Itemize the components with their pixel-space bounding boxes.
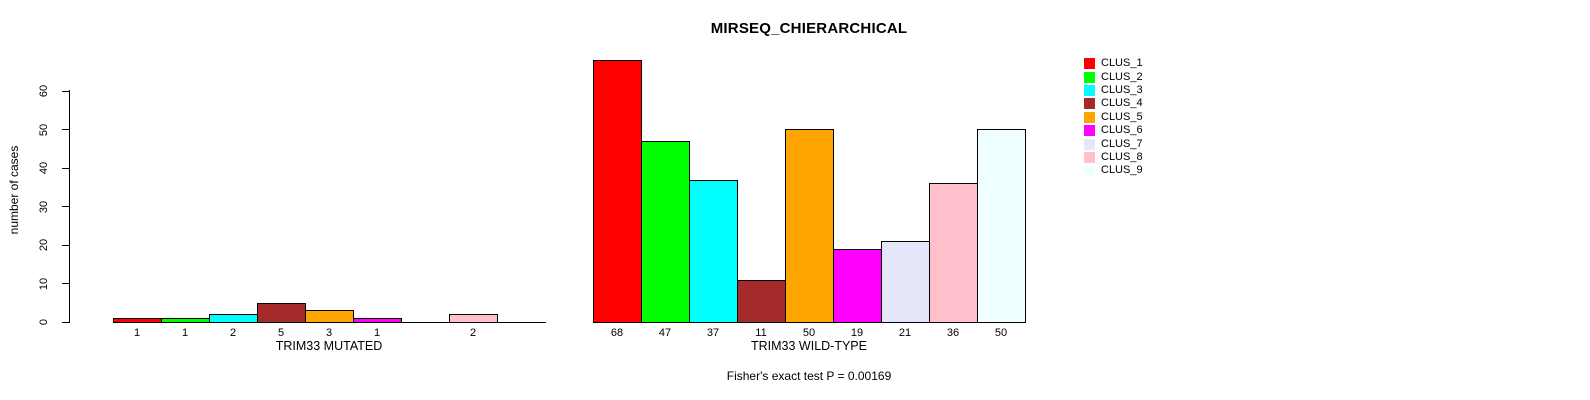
bar-clus_8 bbox=[449, 314, 498, 323]
legend-swatch-icon bbox=[1084, 111, 1095, 123]
legend-item-clus_7: CLUS_7 bbox=[1084, 137, 1143, 150]
legend-item-clus_4: CLUS_4 bbox=[1084, 97, 1143, 110]
legend-swatch-icon bbox=[1084, 58, 1095, 70]
bar-clus_6 bbox=[353, 318, 402, 323]
legend-swatch-icon bbox=[1084, 125, 1095, 137]
bar-clus_1 bbox=[593, 60, 642, 323]
legend-item-clus_3: CLUS_3 bbox=[1084, 84, 1143, 97]
bar-value-label: 37 bbox=[706, 327, 720, 339]
legend-label: CLUS_9 bbox=[1101, 164, 1143, 177]
legend-swatch-icon bbox=[1084, 151, 1095, 163]
bar-clus_7 bbox=[881, 241, 930, 323]
x-axis-title-wildtype: TRIM33 WILD-TYPE bbox=[751, 339, 867, 353]
legend-label: CLUS_7 bbox=[1101, 137, 1143, 150]
y-tick-label: 60 bbox=[38, 84, 50, 98]
bar-value-label: 3 bbox=[325, 327, 333, 339]
bar-value-label: 2 bbox=[469, 327, 477, 339]
bar-value-label: 21 bbox=[898, 327, 912, 339]
bar-value-label: 1 bbox=[181, 327, 189, 339]
x-axis-title-mutated: TRIM33 MUTATED bbox=[275, 339, 383, 353]
bar-value-label: 5 bbox=[277, 327, 285, 339]
bar-clus_4 bbox=[737, 280, 786, 323]
legend-label: CLUS_1 bbox=[1101, 57, 1143, 70]
bar-value-label: 50 bbox=[802, 327, 816, 339]
chart-title: MIRSEQ_CHIERARCHICAL bbox=[710, 20, 908, 37]
legend-swatch-icon bbox=[1084, 165, 1095, 177]
bar-value-label: 68 bbox=[610, 327, 624, 339]
legend-item-clus_1: CLUS_1 bbox=[1084, 57, 1143, 70]
y-tick-mark bbox=[62, 167, 69, 169]
bar-value-label: 50 bbox=[994, 327, 1008, 339]
legend-label: CLUS_4 bbox=[1101, 97, 1143, 110]
bar-value-label: 1 bbox=[133, 327, 141, 339]
bar-value-label: 11 bbox=[755, 327, 767, 339]
legend: CLUS_1 CLUS_2 CLUS_3 CLUS_4 CLUS_5 CLUS_6 CLUS… bbox=[1084, 57, 1143, 178]
bar-clus_3 bbox=[689, 180, 738, 323]
bar-clus_4 bbox=[257, 303, 306, 323]
y-axis-line bbox=[69, 90, 70, 323]
legend-item-clus_6: CLUS_6 bbox=[1084, 124, 1143, 137]
fisher-test-footnote: Fisher's exact test P = 0.00169 bbox=[726, 369, 892, 383]
y-tick-mark bbox=[62, 206, 69, 207]
legend-item-clus_9: CLUS_9 bbox=[1084, 164, 1143, 177]
legend-swatch-icon bbox=[1084, 84, 1095, 96]
bar-clus_2 bbox=[641, 141, 690, 323]
y-tick-mark bbox=[62, 90, 69, 92]
y-tick-mark bbox=[62, 129, 69, 130]
y-tick-label: 10 bbox=[38, 277, 50, 290]
y-tick-mark bbox=[62, 321, 69, 323]
legend-label: CLUS_6 bbox=[1101, 124, 1143, 137]
legend-item-clus_5: CLUS_5 bbox=[1084, 111, 1143, 124]
legend-label: CLUS_3 bbox=[1101, 83, 1143, 96]
legend-swatch-icon bbox=[1084, 71, 1095, 83]
bar-clus_8 bbox=[929, 183, 978, 323]
bar-value-label: 1 bbox=[373, 327, 381, 339]
legend-label: CLUS_8 bbox=[1101, 150, 1143, 163]
legend-swatch-icon bbox=[1084, 98, 1095, 110]
bar-clus_9 bbox=[977, 129, 1026, 323]
y-tick-label: 30 bbox=[38, 200, 50, 213]
bar-value-label: 19 bbox=[850, 327, 864, 339]
bar-clus_5 bbox=[305, 310, 354, 323]
bar-clus_5 bbox=[785, 129, 834, 323]
bar-clus_2 bbox=[161, 318, 210, 323]
bar-value-label: 47 bbox=[658, 327, 672, 339]
y-tick-label: 50 bbox=[38, 123, 50, 136]
legend-swatch-icon bbox=[1084, 138, 1095, 150]
y-axis-label: number of cases bbox=[7, 145, 21, 235]
bar-clus_3 bbox=[209, 314, 258, 323]
y-tick-mark bbox=[62, 283, 69, 284]
y-tick-label: 20 bbox=[38, 238, 50, 252]
legend-label: CLUS_5 bbox=[1101, 110, 1143, 123]
y-tick-mark bbox=[62, 244, 69, 246]
bar-clus_1 bbox=[113, 318, 162, 323]
legend-label: CLUS_2 bbox=[1101, 70, 1143, 83]
y-tick-label: 40 bbox=[38, 161, 50, 175]
bar-value-label: 36 bbox=[946, 327, 960, 339]
bar-clus_6 bbox=[833, 249, 882, 323]
bar-value-label: 2 bbox=[229, 327, 237, 339]
y-tick-label: 0 bbox=[38, 318, 50, 326]
legend-item-clus_2: CLUS_2 bbox=[1084, 70, 1143, 83]
legend-item-clus_8: CLUS_8 bbox=[1084, 151, 1143, 164]
